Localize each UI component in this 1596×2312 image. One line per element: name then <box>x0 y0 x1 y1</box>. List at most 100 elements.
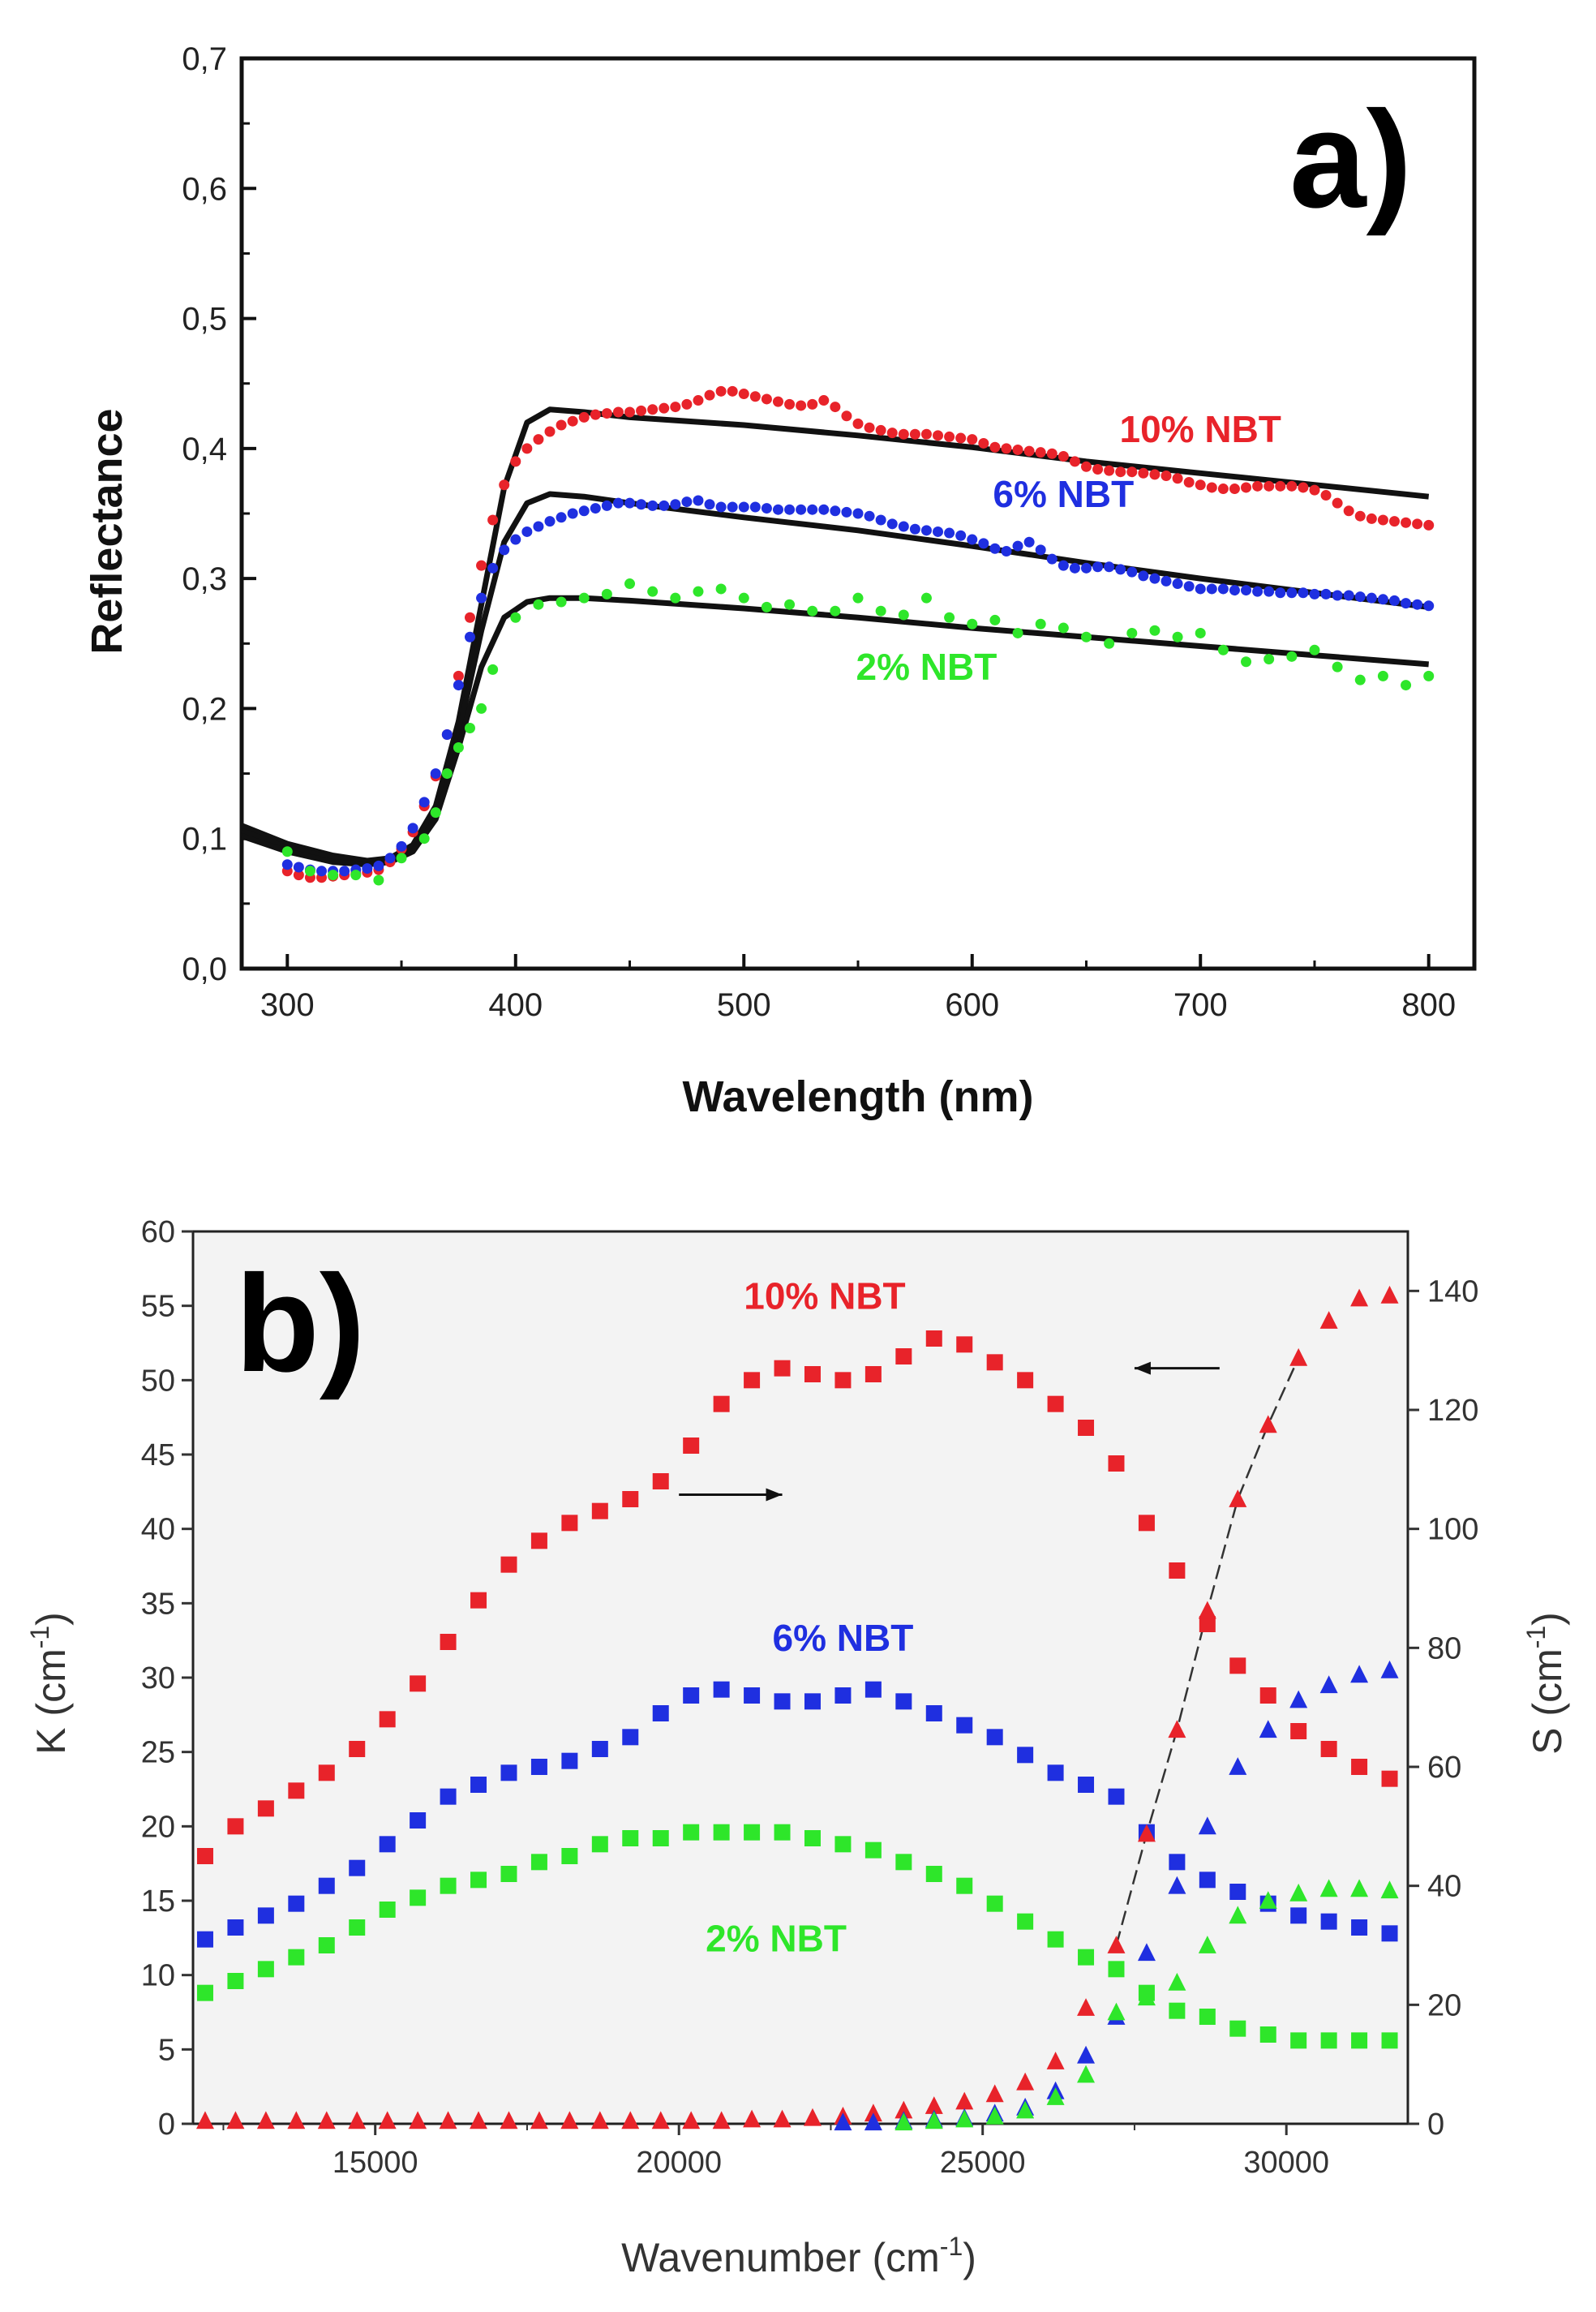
chart-b-triangle-point <box>590 2111 609 2129</box>
chart-a-point <box>898 521 909 532</box>
chart-b-triangle-point <box>1229 1489 1247 1507</box>
chart-b-square-point <box>561 1515 578 1532</box>
chart-b: 15000 20000 25000 30000 0 5 10 15 20 25 30 35 40 45 50… <box>25 1215 1570 2280</box>
chart-a-point <box>864 510 875 522</box>
chart-a-point <box>1126 566 1138 578</box>
chart-b-square-point <box>591 1741 608 1757</box>
chart-a: 300 400 500 600 700 800 0,0 0,1 0,2 0,3 0,4 0,5 0,6 0… <box>83 41 1477 1121</box>
chart-a-series-label: 6% NBT <box>993 473 1134 515</box>
chart-b-square-point <box>925 1705 942 1721</box>
chart-a-panel-label: a) <box>1289 83 1412 237</box>
chart-a-point <box>476 560 487 571</box>
chart-a-point <box>1126 466 1138 478</box>
chart-a-xtick-label: 300 <box>260 987 315 1023</box>
chart-b-triangle-point <box>1289 1690 1308 1708</box>
chart-a-point <box>1104 465 1115 476</box>
chart-a-point <box>920 428 932 440</box>
chart-a-point <box>1195 627 1206 638</box>
chart-b-triangle-point <box>1319 1879 1338 1897</box>
chart-a-point <box>955 432 967 444</box>
chart-b-square-point <box>561 1848 578 1864</box>
chart-a-point <box>510 456 521 467</box>
chart-b-square-point <box>895 1693 912 1710</box>
chart-a-point <box>1138 467 1149 479</box>
chart-a-point <box>556 596 567 608</box>
chart-b-square-point <box>318 1764 335 1781</box>
chart-b-square-point <box>410 1812 427 1829</box>
chart-a-point <box>1229 585 1240 596</box>
chart-b-arrow-head <box>1134 1361 1151 1375</box>
chart-b-triangle-point <box>1289 1883 1308 1902</box>
chart-b-triangle-point <box>1380 1660 1399 1678</box>
chart-b-xtick-label: 15000 <box>332 2146 418 2180</box>
chart-a-point <box>510 534 521 545</box>
chart-b-triangle-point <box>864 2104 882 2122</box>
chart-a-point <box>875 605 886 617</box>
chart-b-square-point <box>1351 1759 1368 1775</box>
chart-b-square-point <box>1169 1562 1186 1579</box>
chart-b-square-point <box>470 1777 487 1793</box>
chart-a-point <box>612 497 624 509</box>
chart-a-point <box>384 853 396 864</box>
chart-a-point <box>1343 505 1354 517</box>
chart-b-triangle-point <box>1016 2100 1035 2119</box>
chart-b-square-point <box>1047 1764 1064 1781</box>
chart-a-point <box>624 406 636 418</box>
chart-b-triangle-point <box>1289 1347 1308 1366</box>
chart-b-triangle-point <box>1229 1757 1247 1775</box>
chart-a-point <box>1401 680 1412 691</box>
chart-a-point <box>1366 513 1377 524</box>
chart-a-point <box>898 609 909 621</box>
chart-a-point <box>715 385 727 397</box>
chart-a-point <box>1377 594 1388 605</box>
chart-a-ytick-label: 0,1 <box>182 822 227 857</box>
chart-b-square-point <box>925 1330 942 1347</box>
chart-a-point <box>693 395 704 406</box>
chart-b-ylabel-right: S (cm-1) <box>1521 1612 1570 1755</box>
chart-b-triangle-point <box>1137 1988 1156 2006</box>
chart-b-series-label: 10% NBT <box>744 1274 905 1317</box>
chart-a-point <box>453 742 464 754</box>
chart-b-triangle-point <box>1259 1891 1277 1909</box>
chart-a-xtick-label: 700 <box>1173 987 1228 1023</box>
chart-b-square-point <box>622 1491 639 1507</box>
chart-a-point <box>681 398 693 410</box>
chart-b-square-point <box>349 1859 366 1876</box>
chart-a-point <box>521 443 533 454</box>
chart-b-triangle-point <box>712 2111 731 2129</box>
chart-b-triangle-point <box>1077 2045 1096 2064</box>
chart-a-point <box>1286 587 1298 599</box>
chart-b-triangle-point <box>317 2111 336 2129</box>
chart-b-triangle-point <box>1107 2002 1126 2021</box>
chart-b-square-point <box>774 1360 791 1377</box>
chart-a-point <box>761 393 772 405</box>
chart-b-triangle-point <box>1137 1943 1156 1962</box>
chart-b-square-point <box>986 1729 1003 1746</box>
chart-b-square-point <box>288 1949 305 1966</box>
chart-a-point <box>1149 573 1161 584</box>
chart-a-point <box>339 866 350 877</box>
chart-b-square-point <box>1017 1747 1034 1764</box>
chart-b-triangle-point <box>985 2084 1004 2103</box>
chart-b-square-point <box>1320 2032 1337 2049</box>
chart-b-triangle-point <box>955 2109 974 2128</box>
chart-a-point <box>1320 490 1332 501</box>
chart-b-triangle-point <box>470 2111 488 2129</box>
chart-a-ytick-label: 0,3 <box>182 561 227 597</box>
chart-b-ytick-right-label: 60 <box>1427 1751 1461 1785</box>
chart-a-point <box>556 419 567 431</box>
chart-a-point <box>373 860 384 871</box>
chart-b-ytick-left-label: 50 <box>141 1364 175 1398</box>
chart-b-square-point <box>652 1473 669 1489</box>
chart-a-point <box>796 400 807 411</box>
chart-a-point <box>852 418 864 429</box>
chart-b-square-point <box>804 1693 821 1710</box>
chart-a-point <box>1115 466 1126 478</box>
chart-b-ytick-left-label: 25 <box>141 1736 175 1770</box>
chart-a-point <box>1023 445 1035 457</box>
chart-b-square-point <box>1108 1455 1125 1472</box>
chart-a-point <box>328 870 339 881</box>
chart-b-triangle-point <box>1380 1880 1399 1899</box>
chart-b-square-point <box>227 1973 244 1989</box>
